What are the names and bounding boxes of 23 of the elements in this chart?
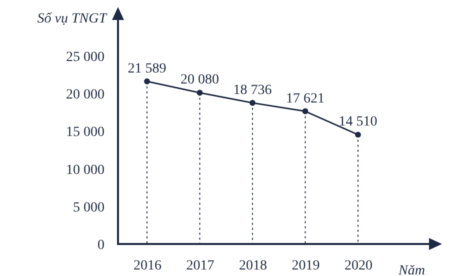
x-tick-label: 2016 [134,258,162,274]
y-tick-label: 25 000 [66,50,104,65]
y-tick-label: 20 000 [66,87,104,102]
y-axis-title: Số vụ TNGT [37,12,108,26]
data-label: 17 621 [286,91,324,106]
y-tick-label: 10 000 [66,162,104,178]
data-label: 14 510 [338,114,378,130]
data-label: 21 589 [128,61,166,76]
data-label: 18 736 [233,82,272,98]
y-tick-label: 15 000 [66,125,104,140]
x-axis-title: Năm [398,264,425,276]
point [355,132,361,138]
data-label: 20 080 [180,72,219,88]
y-tick-label: 0 [98,238,104,254]
x-tick-label: 2018 [239,258,267,274]
x-tick-label: 2017 [186,258,214,274]
y-tick-label: 5 000 [73,200,104,216]
point [144,78,150,84]
point [302,108,308,114]
x-tick-label: 2020 [344,258,372,274]
point [250,100,256,106]
point [196,90,203,96]
x-tick-label: 2019 [292,258,320,274]
